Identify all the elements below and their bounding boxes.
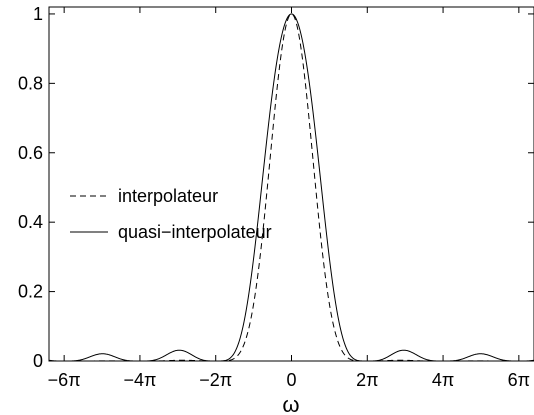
y-tick-label: 0.2 <box>18 282 43 302</box>
x-tick-label: 0 <box>286 370 296 390</box>
x-tick-label: 4π <box>432 370 454 390</box>
y-tick-label: 0.8 <box>18 73 43 93</box>
series-line-quasi-interpolateur <box>48 13 534 362</box>
legend-label-quasi-interpolateur: quasi−interpolateur <box>118 222 272 242</box>
y-tick-label: 0.4 <box>18 212 43 232</box>
x-tick-label: 2π <box>356 370 378 390</box>
x-tick-label: −2π <box>199 370 232 390</box>
data-lines <box>48 13 534 362</box>
x-tick-label: 6π <box>508 370 530 390</box>
x-tick-label: −4π <box>123 370 156 390</box>
y-tick-label: 1 <box>33 4 43 24</box>
y-tick-label: 0 <box>33 351 43 371</box>
plot-area <box>48 6 534 362</box>
legend: interpolateur quasi−interpolateur <box>70 186 272 242</box>
legend-label-interpolateur: interpolateur <box>118 186 218 206</box>
x-tick-label: −6π <box>48 370 81 390</box>
y-tick-label: 0.6 <box>18 143 43 163</box>
x-axis-label: ω <box>282 392 299 415</box>
axis-tick-labels: −6π −4π −2π 0 2π 4π 6π 0 0.2 0.4 0.6 0.8 1 <box>18 4 530 390</box>
axis-ticks <box>49 7 534 362</box>
